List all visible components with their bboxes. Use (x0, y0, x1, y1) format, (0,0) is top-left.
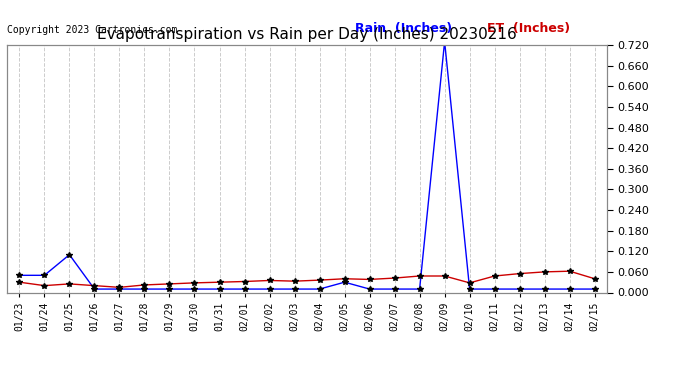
Rain  (Inches) (215, 287, 224, 291)
ET  (Inches) (66, 282, 74, 286)
ET  (Inches) (491, 274, 499, 278)
ET  (Inches) (90, 284, 99, 288)
Text: ET  (Inches): ET (Inches) (487, 22, 570, 35)
Rain  (Inches) (366, 287, 374, 291)
ET  (Inches) (440, 274, 449, 278)
Rain  (Inches) (515, 287, 524, 291)
ET  (Inches) (40, 284, 48, 288)
Rain  (Inches) (115, 287, 124, 291)
Rain  (Inches) (240, 287, 248, 291)
Rain  (Inches) (440, 39, 449, 44)
Rain  (Inches) (266, 287, 274, 291)
Rain  (Inches) (66, 252, 74, 257)
Rain  (Inches) (591, 287, 599, 291)
ET  (Inches) (290, 279, 299, 284)
ET  (Inches) (140, 283, 148, 287)
Rain  (Inches) (566, 287, 574, 291)
ET  (Inches) (566, 269, 574, 273)
Rain  (Inches) (166, 287, 174, 291)
Rain  (Inches) (140, 287, 148, 291)
Rain  (Inches) (466, 287, 474, 291)
ET  (Inches) (415, 274, 424, 278)
Rain  (Inches) (315, 287, 324, 291)
Line: Rain  (Inches): Rain (Inches) (17, 39, 598, 292)
ET  (Inches) (366, 277, 374, 282)
ET  (Inches) (166, 282, 174, 286)
ET  (Inches) (240, 279, 248, 284)
ET  (Inches) (15, 280, 23, 285)
Rain  (Inches) (391, 287, 399, 291)
Rain  (Inches) (190, 287, 199, 291)
ET  (Inches) (315, 278, 324, 282)
Rain  (Inches) (40, 273, 48, 278)
ET  (Inches) (540, 270, 549, 274)
Title: Evapotranspiration vs Rain per Day (Inches) 20230216: Evapotranspiration vs Rain per Day (Inch… (97, 27, 517, 42)
Rain  (Inches) (340, 280, 348, 285)
Text: Rain  (Inches): Rain (Inches) (355, 22, 452, 35)
ET  (Inches) (115, 285, 124, 290)
Rain  (Inches) (491, 287, 499, 291)
ET  (Inches) (391, 276, 399, 280)
Rain  (Inches) (90, 287, 99, 291)
Text: Copyright 2023 Cartronics.com: Copyright 2023 Cartronics.com (7, 25, 177, 35)
ET  (Inches) (340, 276, 348, 281)
Line: ET  (Inches): ET (Inches) (17, 268, 598, 290)
Rain  (Inches) (540, 287, 549, 291)
ET  (Inches) (266, 278, 274, 283)
ET  (Inches) (466, 280, 474, 285)
Rain  (Inches) (15, 273, 23, 278)
Rain  (Inches) (290, 287, 299, 291)
ET  (Inches) (215, 280, 224, 285)
ET  (Inches) (515, 272, 524, 276)
Rain  (Inches) (415, 287, 424, 291)
ET  (Inches) (190, 280, 199, 285)
ET  (Inches) (591, 276, 599, 281)
